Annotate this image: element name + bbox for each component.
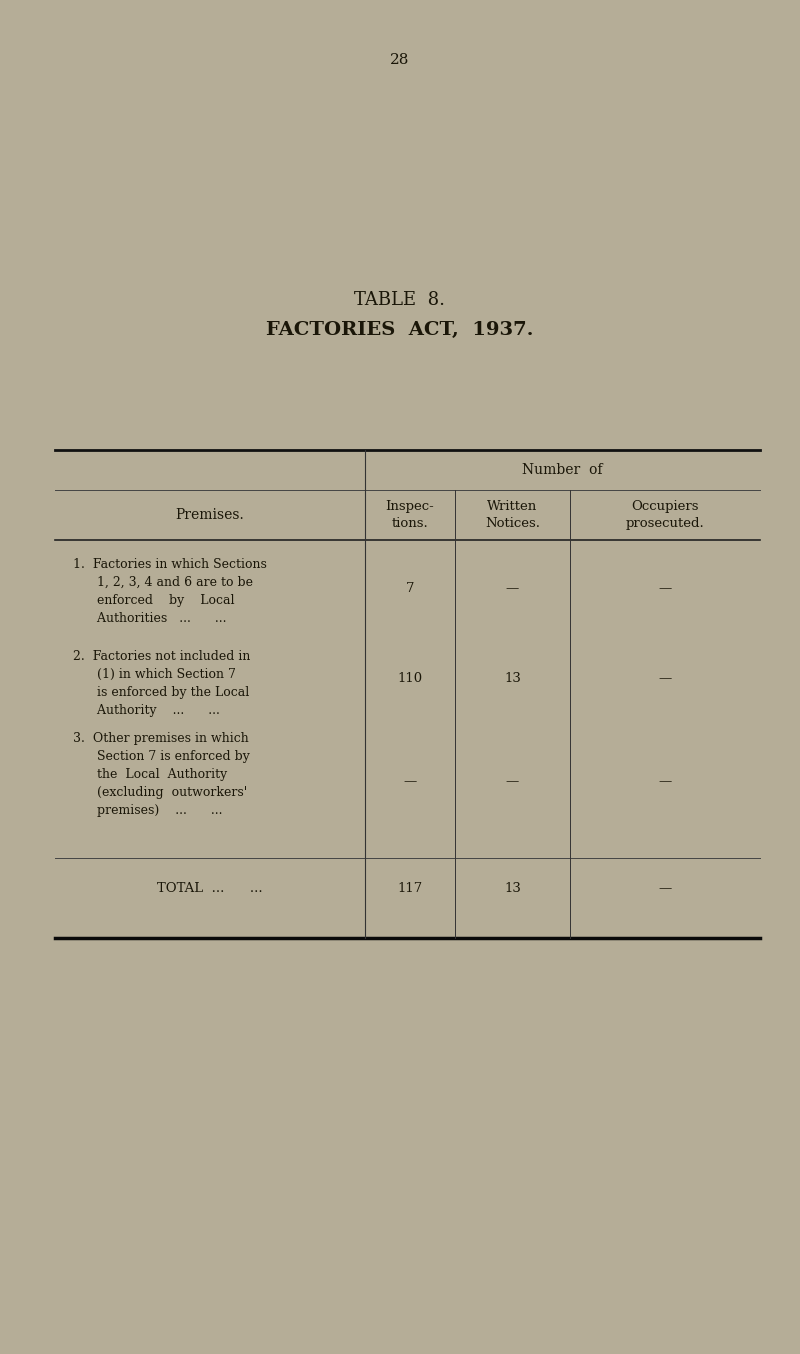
Text: FACTORIES  ACT,  1937.: FACTORIES ACT, 1937. [266, 321, 534, 338]
Text: 13: 13 [504, 883, 521, 895]
Text: Premises.: Premises. [176, 508, 244, 523]
Text: 3.  Other premises in which
      Section 7 is enforced by
      the  Local  Aut: 3. Other premises in which Section 7 is … [73, 733, 250, 816]
Text: Number  of: Number of [522, 463, 602, 477]
Text: —: — [658, 883, 672, 895]
Text: Written
Notices.: Written Notices. [485, 500, 540, 531]
Text: Inspec-
tions.: Inspec- tions. [386, 500, 434, 531]
Text: Occupiers
prosecuted.: Occupiers prosecuted. [626, 500, 704, 531]
Text: 28: 28 [390, 53, 410, 66]
Text: 7: 7 [406, 582, 414, 596]
Text: —: — [658, 582, 672, 596]
Text: —: — [403, 774, 417, 788]
Text: 117: 117 [398, 883, 422, 895]
Text: TOTAL  ...      ...: TOTAL ... ... [157, 883, 263, 895]
Text: 13: 13 [504, 673, 521, 685]
Text: —: — [506, 774, 519, 788]
Text: 2.  Factories not included in
      (1) in which Section 7
      is enforced by : 2. Factories not included in (1) in whic… [73, 650, 250, 718]
Text: 110: 110 [398, 673, 422, 685]
Text: —: — [658, 774, 672, 788]
Text: 1.  Factories in which Sections
      1, 2, 3, 4 and 6 are to be
      enforced : 1. Factories in which Sections 1, 2, 3, … [73, 558, 267, 626]
Text: —: — [658, 673, 672, 685]
Text: —: — [506, 582, 519, 596]
Text: TABLE  8.: TABLE 8. [354, 291, 446, 309]
